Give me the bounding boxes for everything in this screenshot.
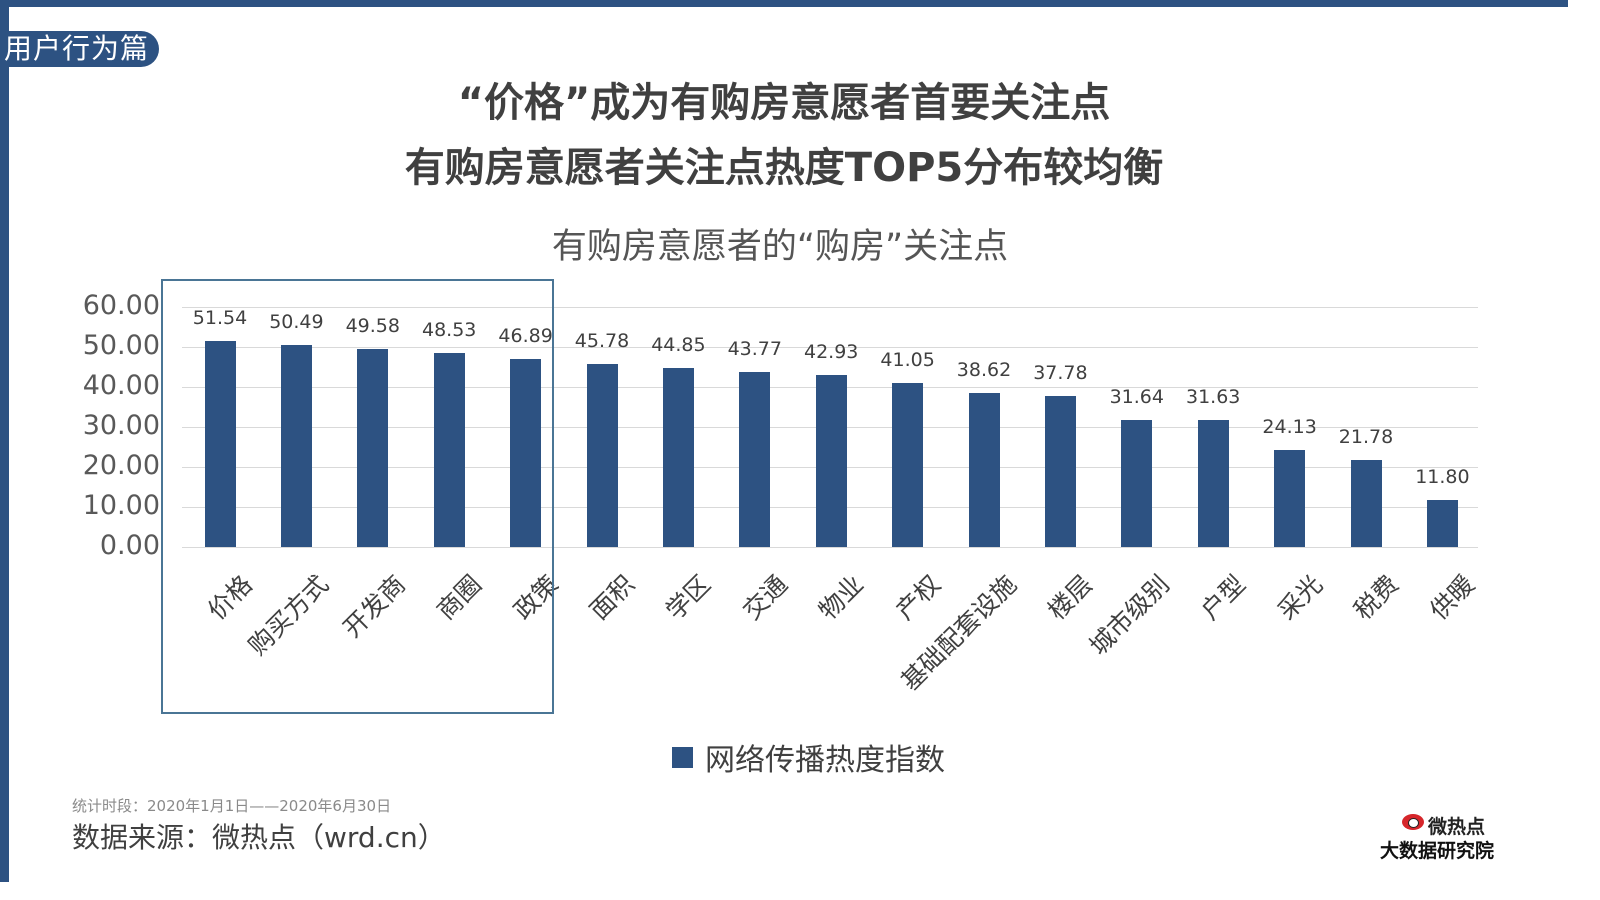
logo-text-top: 微热点 (1428, 816, 1486, 838)
x-axis-label: 采光 (1271, 569, 1328, 626)
bar-value-label: 49.58 (345, 314, 400, 337)
gridline (182, 307, 1478, 308)
bar-value-label: 48.53 (421, 318, 477, 341)
logo-text-bottom: 大数据研究院 (1380, 840, 1495, 862)
stat-period: 统计时段：2020年1月1日——2020年6月30日 (72, 797, 392, 815)
bar-value-label: 37.78 (1033, 361, 1088, 384)
x-axis-label: 面积 (584, 569, 641, 626)
y-axis-tick: 40.00 (82, 370, 160, 401)
y-axis-tick: 10.00 (82, 490, 160, 521)
headline-line-2: 有购房意愿者关注点热度TOP5分布较均衡 (404, 145, 1164, 191)
bar (892, 382, 924, 547)
x-axis-label: 供暖 (1424, 569, 1481, 626)
section-badge: 用户行为篇 (0, 31, 160, 67)
y-axis-tick: 50.00 (82, 330, 160, 361)
x-axis-label: 物业 (813, 569, 870, 626)
x-axis-label: 楼层 (1042, 569, 1099, 626)
bar (968, 392, 1000, 547)
x-axis-label: 城市级别 (1083, 569, 1175, 661)
x-axis-label: 税费 (1348, 569, 1405, 626)
bar (1121, 420, 1153, 547)
x-axis-label: 开发商 (337, 569, 411, 644)
bar-value-label: 38.62 (956, 358, 1012, 381)
bar (433, 352, 465, 547)
top-border (0, 0, 1568, 7)
bar (815, 375, 847, 547)
bar-value-label: 31.64 (1109, 386, 1164, 409)
data-source: 数据来源：微热点（wrd.cn） (72, 821, 446, 854)
headline-line-1: “价格”成为有购房意愿者首要关注点 (457, 80, 1111, 126)
bar (662, 367, 694, 547)
chart-title: 有购房意愿者的“购房”关注点 (551, 227, 1009, 267)
bar (1350, 459, 1382, 547)
gridline (182, 547, 1478, 548)
x-axis-label: 购买方式 (243, 569, 335, 661)
x-axis-label: 产权 (889, 569, 946, 626)
bar (1274, 450, 1306, 547)
bar (739, 371, 771, 547)
bar-value-label: 51.54 (192, 306, 248, 329)
bar (1197, 420, 1229, 547)
bar (204, 340, 236, 547)
bar (1044, 395, 1076, 547)
y-axis-tick: 60.00 (82, 290, 160, 321)
x-axis-label: 价格 (202, 569, 259, 626)
bar-value-label: 21.78 (1338, 425, 1394, 448)
bar (1426, 499, 1458, 547)
bar-value-label: 45.78 (574, 329, 630, 352)
y-axis-tick: 20.00 (82, 450, 160, 481)
bar-value-label: 44.85 (651, 333, 706, 356)
bar-value-label: 43.77 (727, 337, 782, 360)
bar (357, 348, 389, 547)
bar-value-label: 50.49 (269, 311, 324, 334)
bar-value-label: 41.05 (880, 348, 935, 371)
gridline (182, 347, 1478, 348)
bar-value-label: 11.80 (1415, 465, 1470, 488)
x-axis-label: 学区 (660, 569, 717, 626)
eye-logo-icon (1402, 814, 1424, 830)
bar (510, 359, 542, 547)
bar-value-label: 24.13 (1262, 416, 1317, 439)
x-axis-label: 户型 (1195, 569, 1252, 626)
legend-label: 网络传播热度指数 (705, 743, 945, 778)
bar (280, 345, 312, 547)
x-axis-label: 政策 (507, 569, 564, 626)
y-axis-tick: 30.00 (82, 410, 160, 441)
bar-value-label: 42.93 (803, 341, 859, 364)
x-axis-label: 商圈 (431, 569, 488, 626)
bar (586, 363, 618, 547)
bar-value-label: 31.63 (1185, 386, 1241, 409)
chart-legend: 网络传播热度指数 (672, 735, 945, 779)
weiredian-logo: 微热点 大数据研究院 (1380, 812, 1520, 862)
legend-swatch-icon (672, 746, 693, 768)
left-border (0, 0, 9, 882)
y-axis-tick: 0.00 (99, 530, 160, 561)
x-axis-label: 交通 (736, 569, 793, 626)
bar-value-label: 46.89 (498, 325, 553, 348)
